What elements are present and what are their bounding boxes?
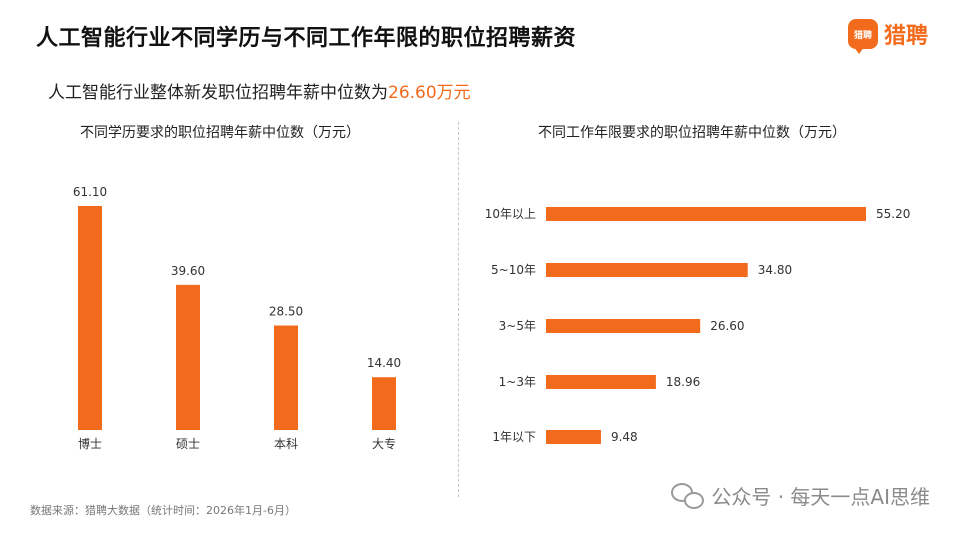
data-source-note: 数据来源：猎聘大数据（统计时间：2026年1月-6月） [30,504,296,517]
bar-edu-0 [78,206,102,430]
overall-median-statement: 人工智能行业整体新发职位招聘年薪中位数为26.60万元 [48,78,471,103]
overall-median-prefix: 人工智能行业整体新发职位招聘年薪中位数为 [48,83,388,103]
bar-edu-1 [176,284,200,430]
bar-exp-4 [546,430,601,444]
liepin-logo: 猎聘 猎聘 [847,18,928,54]
value-label-edu-0: 61.10 [73,185,107,199]
value-label-edu-1: 39.60 [171,264,205,278]
category-label-edu-3: 大专 [372,436,396,451]
liepin-logo-text: 猎聘 [883,24,928,49]
education-chart-title: 不同学历要求的职位招聘年薪中位数（万元） [80,125,360,141]
category-label-exp-4: 1年以下 [492,430,536,444]
overall-median-value: 26.60万元 [388,83,471,103]
wechat-icon [671,482,705,509]
value-label-edu-2: 28.50 [269,305,303,319]
category-label-exp-0: 10年以上 [485,207,536,221]
category-label-edu-1: 硕士 [176,437,200,451]
value-label-exp-0: 55.20 [876,207,910,221]
bar-exp-0 [546,207,866,221]
panel-divider [458,122,459,497]
bar-edu-3 [372,377,396,430]
category-label-edu-0: 博士 [78,436,102,451]
page-title: 人工智能行业不同学历与不同工作年限的职位招聘薪资 [36,26,577,51]
experience-chart-title: 不同工作年限要求的职位招聘年薪中位数（万元） [538,125,846,141]
category-label-exp-3: 1~3年 [499,375,536,389]
category-label-edu-2: 本科 [274,437,298,451]
bar-edu-2 [274,325,298,430]
value-label-exp-2: 26.60 [710,319,744,333]
category-label-exp-1: 5~10年 [491,263,536,277]
value-label-exp-1: 34.80 [758,263,792,277]
value-label-exp-3: 18.96 [666,375,700,389]
education-bar-chart: 61.10 博士 39.60 硕士 28.50 本科 14.40 大专 [73,185,401,451]
bar-exp-2 [546,319,701,333]
watermark: 公众号 · 每天一点AI思维 [671,481,930,510]
liepin-logo-icon: 猎聘 [847,19,878,54]
value-label-exp-4: 9.48 [611,430,638,444]
bar-exp-1 [546,263,748,277]
category-label-exp-2: 3~5年 [499,319,536,333]
bar-exp-3 [546,375,656,389]
watermark-text: 公众号 · 每天一点AI思维 [711,485,930,509]
value-label-edu-3: 14.40 [367,356,401,370]
